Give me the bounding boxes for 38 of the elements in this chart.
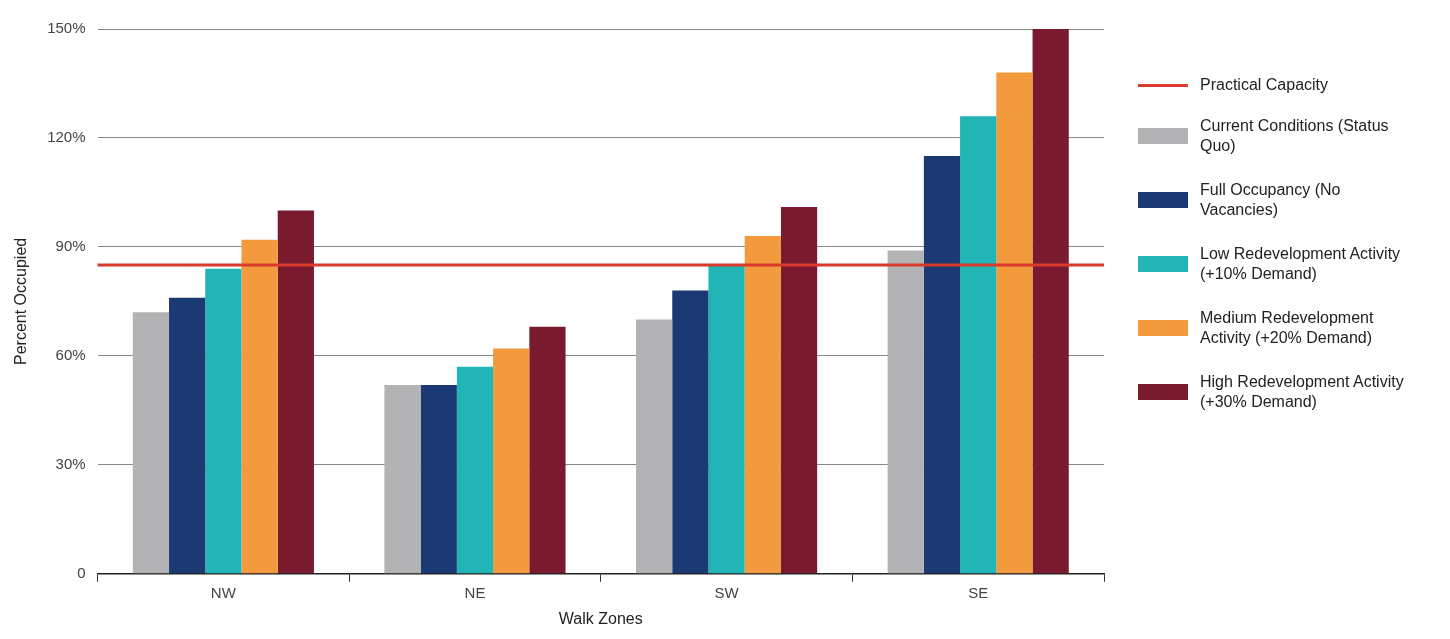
bar [384, 384, 421, 574]
y-tick-label: 0 [77, 563, 86, 581]
bar [205, 268, 242, 574]
bar [960, 116, 997, 574]
bar [887, 250, 924, 574]
y-tick-label: 60% [55, 346, 86, 364]
x-axis-title: Walk Zones [558, 609, 643, 627]
y-tick-label: 150% [47, 19, 86, 37]
bar [708, 265, 745, 574]
bar [744, 236, 781, 574]
legend-label: Practical Capacity [1200, 76, 1329, 94]
legend-label: High Redevelopment Activity (+30% Demand) [1200, 372, 1405, 412]
legend-label: Full Occupancy (No Vacancies) [1200, 180, 1342, 220]
bar [636, 319, 673, 574]
y-tick-label: 90% [55, 237, 86, 255]
y-tick-label: 30% [55, 454, 86, 472]
bar [420, 384, 457, 574]
bar [241, 239, 278, 574]
bar [132, 312, 170, 574]
bar [456, 366, 494, 574]
bar [672, 290, 709, 574]
bar [277, 210, 314, 574]
bar [780, 206, 818, 574]
bar [1032, 29, 1069, 574]
bar [169, 297, 206, 574]
x-tick-label: SE [968, 583, 989, 601]
bar [529, 326, 566, 574]
x-tick-label: NE [464, 583, 486, 601]
bar [923, 156, 961, 574]
y-tick-label: 120% [47, 128, 86, 146]
legend-label: Low Redevelopment Activity (+10% Demand) [1200, 244, 1402, 284]
legend-label: Current Conditions (Status Quo) [1200, 116, 1390, 156]
y-axis-title: Percent Occupied [12, 237, 30, 365]
bar [493, 348, 530, 574]
x-tick-label: SW [714, 583, 740, 601]
x-tick-label: NW [210, 583, 237, 601]
legend-label: Medium Redevelopment Activity (+20% Demand) [1200, 308, 1375, 348]
bar [996, 72, 1033, 574]
